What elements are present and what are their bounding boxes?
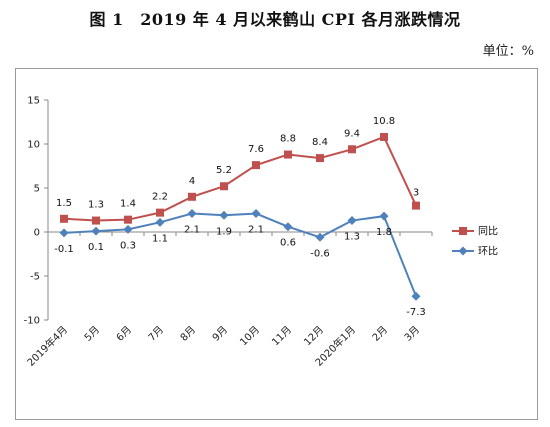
data-point xyxy=(283,222,293,232)
data-point xyxy=(156,208,164,217)
y-tick-label: -5 xyxy=(30,272,40,283)
y-tick-label: 0 xyxy=(34,228,40,239)
x-tick-label: 3月 xyxy=(402,324,422,344)
data-point xyxy=(251,209,261,219)
data-point xyxy=(155,217,165,227)
data-label: 2.1 xyxy=(248,225,264,236)
y-tick-label: 15 xyxy=(27,96,40,107)
data-label: 3 xyxy=(413,188,419,199)
data-point xyxy=(60,214,68,223)
series-line-0 xyxy=(63,135,417,222)
x-tick-label: 7月 xyxy=(146,324,166,344)
data-label: -0.1 xyxy=(54,244,74,255)
data-point xyxy=(252,161,260,170)
data-point xyxy=(124,215,132,224)
chart-title: 图 1 2019 年 4 月以来鹤山 CPI 各月涨跌情况 xyxy=(89,10,461,29)
x-tick-label: 6月 xyxy=(114,324,134,344)
unit-label: 单位：% xyxy=(482,44,534,59)
data-point xyxy=(220,182,228,191)
data-point xyxy=(91,226,101,236)
legend-marker xyxy=(458,246,468,256)
series-markers xyxy=(59,132,421,301)
data-label: -0.6 xyxy=(310,248,330,259)
x-tick-label: 10月 xyxy=(238,324,263,349)
x-tick-label: 9月 xyxy=(210,324,230,344)
data-point xyxy=(315,232,325,242)
data-point xyxy=(219,210,229,220)
data-label: 1.8 xyxy=(376,227,392,238)
data-label: 1.3 xyxy=(344,232,360,243)
data-label: -7.3 xyxy=(406,307,426,318)
data-label: 1.3 xyxy=(88,200,104,211)
chart-frame xyxy=(15,68,538,420)
data-label: 8.8 xyxy=(280,134,296,145)
data-label: 4 xyxy=(189,176,195,187)
data-labels: 1.5 1.3 1.4 2.2 4 5.2 7.6 8.8 8.4 9.4 10.8 3 -0.1 0.1… xyxy=(54,116,426,318)
y-tick-label: -10 xyxy=(24,316,40,327)
x-tick-label: 8月 xyxy=(178,324,198,344)
data-point xyxy=(379,211,389,221)
data-label: 1.4 xyxy=(120,199,136,210)
series-line-1 xyxy=(63,212,417,297)
series-lines xyxy=(63,135,417,297)
data-label: 1.9 xyxy=(216,226,232,237)
data-point xyxy=(187,209,197,219)
data-label: 1.1 xyxy=(152,233,168,244)
data-label: 2.1 xyxy=(184,225,200,236)
data-label: 10.8 xyxy=(373,116,395,127)
legend-label: 环比 xyxy=(478,246,498,258)
data-point xyxy=(59,228,69,238)
data-point xyxy=(348,145,356,154)
data-point xyxy=(188,192,196,201)
x-tick-label: 11月 xyxy=(270,324,295,349)
legend-marker xyxy=(459,227,467,235)
data-point xyxy=(284,150,292,159)
data-point xyxy=(411,291,421,301)
data-point xyxy=(316,154,324,163)
x-tick-label: 2019年4月 xyxy=(24,323,70,369)
data-label: 2.2 xyxy=(152,192,168,203)
data-label: 7.6 xyxy=(248,144,264,155)
data-label: 9.4 xyxy=(344,128,360,139)
data-label: 0.3 xyxy=(120,240,136,251)
data-label: 5.2 xyxy=(216,165,232,176)
data-point xyxy=(92,216,100,225)
y-tick-label: 10 xyxy=(27,140,40,151)
x-tick-label: 5月 xyxy=(82,324,102,344)
data-label: 1.5 xyxy=(56,198,72,209)
legend-label: 同比 xyxy=(478,226,498,238)
y-tick-label: 5 xyxy=(34,184,40,195)
x-tick-label: 12月 xyxy=(302,324,327,349)
data-point xyxy=(380,132,388,141)
data-point xyxy=(123,224,133,234)
x-tick-label: 2月 xyxy=(370,324,390,344)
data-label: 0.1 xyxy=(88,242,104,253)
data-point xyxy=(412,201,420,210)
data-label: 8.4 xyxy=(312,137,328,148)
data-point xyxy=(347,216,357,226)
data-label: 0.6 xyxy=(280,238,296,249)
